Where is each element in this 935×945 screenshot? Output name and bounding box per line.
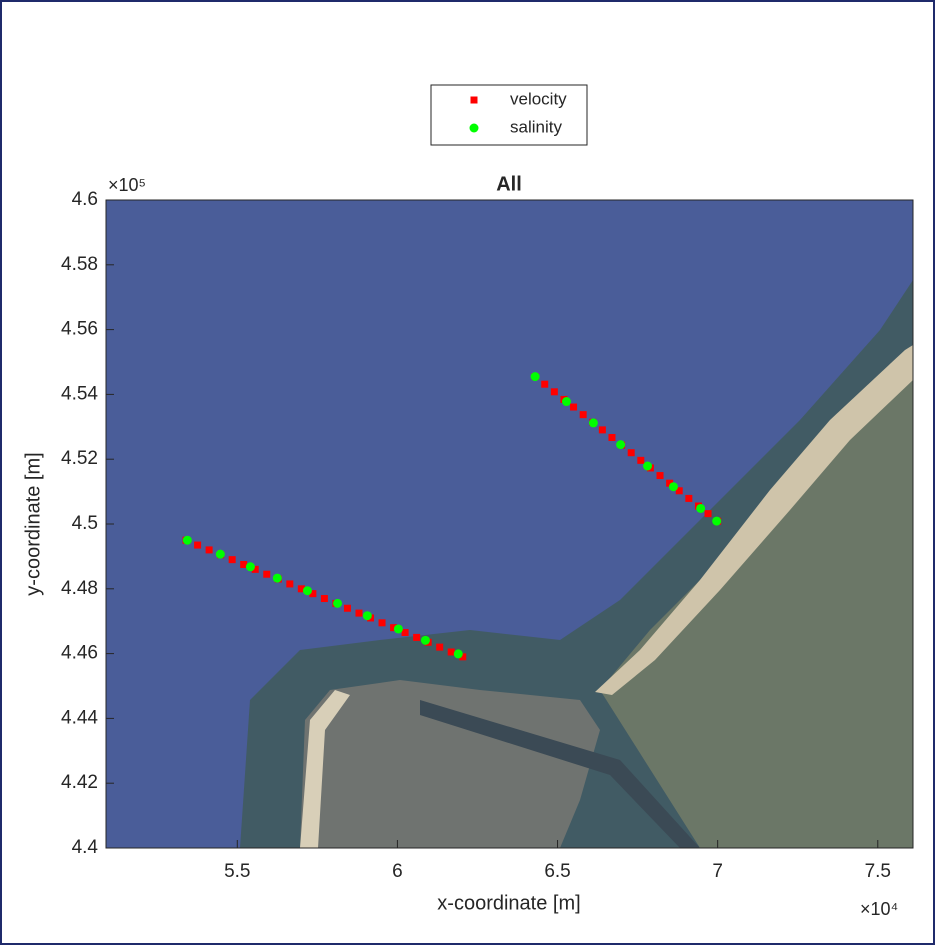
y-tick-label: 4.4 <box>72 837 99 858</box>
data-point <box>616 440 625 449</box>
data-point <box>363 611 372 620</box>
y-tick-label: 4.48 <box>61 578 98 599</box>
data-point <box>263 571 270 578</box>
data-point <box>183 536 192 545</box>
x-tick-label: 7.5 <box>865 861 891 882</box>
data-point <box>712 517 721 526</box>
legend-marker <box>470 124 479 133</box>
data-point <box>286 580 293 587</box>
data-point <box>541 381 548 388</box>
y-tick-label: 4.46 <box>61 643 98 664</box>
data-point <box>413 634 420 641</box>
legend-marker <box>471 97 478 104</box>
y-tick-label: 4.56 <box>61 319 98 340</box>
legend-label: velocity <box>510 89 567 108</box>
data-point <box>580 411 587 418</box>
y-tick-label: 4.52 <box>61 448 98 469</box>
data-point <box>394 624 403 633</box>
y-tick-label: 4.6 <box>72 189 98 210</box>
y-tick-label: 4.44 <box>61 707 98 728</box>
x-tick-label: 5.5 <box>224 861 250 882</box>
data-point <box>705 510 712 517</box>
legend: velocity salinity <box>431 85 587 145</box>
y-exponent: ×10⁵ <box>108 175 146 195</box>
y-tick-label: 4.54 <box>61 383 98 404</box>
chart-title: All <box>496 173 522 195</box>
data-point <box>589 418 598 427</box>
data-point <box>551 388 558 395</box>
data-point <box>570 404 577 411</box>
page: {"chart_data": {"type": "scatter", "titl… <box>0 0 935 945</box>
data-point <box>562 397 571 406</box>
data-point <box>599 426 606 433</box>
data-point <box>355 610 362 617</box>
data-point <box>628 449 635 456</box>
x-tick-label: 6 <box>392 861 403 882</box>
data-point <box>303 586 312 595</box>
y-tick-label: 4.5 <box>72 513 98 534</box>
data-point <box>608 434 615 441</box>
data-point <box>379 619 386 626</box>
data-point <box>344 605 351 612</box>
x-tick-label: 7 <box>712 861 723 882</box>
legend-label: salinity <box>510 117 562 136</box>
x-axis-label: x-coordinate [m] <box>437 892 580 914</box>
data-point <box>273 574 282 583</box>
map-background <box>106 200 913 848</box>
data-point <box>643 462 652 471</box>
data-point <box>321 595 328 602</box>
data-point <box>246 562 255 571</box>
data-point <box>531 372 540 381</box>
x-tick-label: 6.5 <box>544 861 570 882</box>
data-point <box>454 649 463 658</box>
data-point <box>436 644 443 651</box>
figure: All x-coordinate [m] y-coordinate [m] ×1… <box>0 0 935 945</box>
data-point <box>216 550 225 559</box>
data-point <box>696 504 705 513</box>
data-point <box>657 472 664 479</box>
data-point <box>229 556 236 563</box>
y-axis-label: y-coordinate [m] <box>22 452 44 595</box>
x-exponent: ×10⁴ <box>860 899 898 919</box>
port <box>300 680 600 848</box>
data-point <box>685 495 692 502</box>
data-point <box>333 599 342 608</box>
data-point <box>421 636 430 645</box>
y-tick-label: 4.42 <box>61 772 98 793</box>
data-point <box>194 542 201 549</box>
data-point <box>206 546 213 553</box>
y-tick-label: 4.58 <box>61 254 98 275</box>
data-point <box>669 482 678 491</box>
data-point <box>448 648 455 655</box>
data-point <box>637 457 644 464</box>
